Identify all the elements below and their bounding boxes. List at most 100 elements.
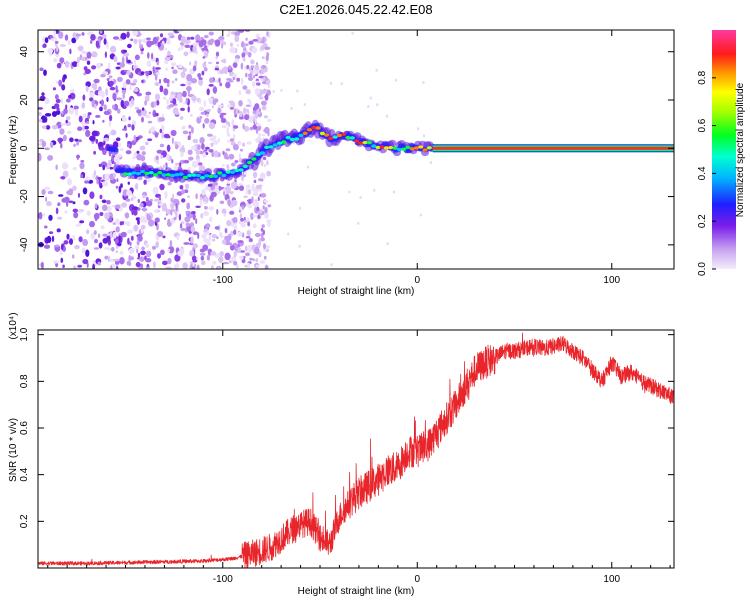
noise-speck (206, 241, 211, 247)
ridge-core (413, 146, 420, 150)
noise-speck (247, 230, 251, 237)
noise-speck (177, 47, 181, 52)
noise-speck (238, 90, 242, 96)
noise-speck (110, 264, 113, 269)
noise-speck (152, 245, 156, 250)
noise-speck (120, 147, 124, 152)
noise-speck (229, 191, 234, 195)
noise-speck (109, 86, 116, 91)
ridge-core (238, 168, 244, 172)
noise-speck (219, 82, 223, 87)
ridge-core (315, 126, 321, 130)
noise-speck (57, 202, 61, 207)
noise-speck (106, 41, 109, 49)
noise-speck (142, 38, 148, 43)
noise-speck (139, 256, 145, 263)
noise-speck (74, 244, 80, 250)
noise-speck (192, 243, 199, 249)
noise-speck (167, 32, 174, 37)
noise-speck (171, 80, 175, 84)
noise-speck (298, 244, 301, 248)
noise-speck (126, 260, 130, 266)
noise-speck (229, 42, 233, 47)
noise-speck (208, 61, 213, 65)
noise-speck (87, 112, 92, 116)
noise-speck (267, 118, 272, 122)
noise-speck (218, 77, 221, 83)
noise-speck (127, 237, 130, 245)
noise-speck (187, 106, 190, 113)
noise-speck (212, 260, 217, 265)
noise-speck (181, 189, 185, 195)
noise-speck (44, 113, 52, 117)
noise-speck (240, 217, 244, 222)
noise-speck (255, 264, 260, 268)
noise-speck (252, 81, 256, 88)
noise-speck (245, 37, 248, 41)
ridge-core (144, 171, 150, 176)
noise-speck (59, 57, 65, 64)
noise-speck (144, 100, 147, 106)
noise-speck (253, 201, 260, 208)
noise-speck (184, 189, 189, 193)
noise-speck (159, 85, 164, 93)
noise-speck (165, 67, 168, 72)
noise-speck (61, 111, 64, 116)
noise-speck (140, 51, 144, 55)
colorbar-tick-label: 0.2 (697, 214, 708, 228)
noise-speck (123, 49, 127, 53)
noise-speck (120, 32, 127, 40)
noise-speck (134, 246, 140, 249)
noise-speck (190, 226, 196, 233)
noise-speck (152, 36, 158, 45)
noise-speck (157, 231, 164, 237)
ridge-core (375, 145, 381, 150)
noise-speck (44, 147, 50, 151)
noise-speck (204, 117, 210, 124)
noise-speck (86, 60, 91, 65)
noise-speck (375, 68, 378, 72)
noise-speck (252, 258, 255, 262)
noise-speck (180, 45, 184, 51)
noise-speck (128, 255, 131, 262)
noise-speck (154, 209, 158, 213)
noise-speck (133, 87, 139, 93)
noise-speck (53, 244, 60, 248)
noise-speck (177, 64, 183, 69)
noise-speck (43, 244, 51, 249)
noise-speck (236, 77, 241, 82)
ridge-core (336, 133, 343, 138)
ridge-core (208, 174, 214, 179)
noise-speck (82, 125, 85, 132)
noise-speck (82, 113, 87, 119)
noise-speck (72, 167, 77, 171)
noise-speck (203, 67, 208, 72)
noise-speck (237, 231, 243, 237)
noise-speck (97, 261, 101, 266)
noise-speck (250, 65, 254, 69)
noise-speck (183, 159, 190, 164)
noise-speck (242, 56, 246, 62)
noise-speck (145, 91, 152, 96)
noise-speck (385, 114, 389, 118)
noise-speck (72, 208, 79, 213)
noise-speck (106, 205, 112, 212)
noise-speck (93, 247, 100, 250)
noise-speck (179, 162, 182, 168)
noise-speck (246, 262, 251, 269)
noise-speck (207, 133, 213, 137)
noise-speck (261, 105, 267, 111)
noise-speck (81, 50, 88, 55)
noise-speck (83, 125, 89, 130)
noise-speck (261, 224, 265, 229)
colorbar-tick-label: 0.4 (697, 166, 708, 180)
noise-speck (226, 164, 230, 169)
noise-speck (422, 134, 426, 138)
noise-speck (141, 246, 145, 251)
snr-frame (37, 329, 675, 569)
noise-speck (98, 163, 103, 167)
noise-speck (162, 37, 167, 42)
noise-speck (109, 45, 117, 53)
noise-speck (208, 206, 214, 211)
noise-speck (228, 153, 235, 160)
